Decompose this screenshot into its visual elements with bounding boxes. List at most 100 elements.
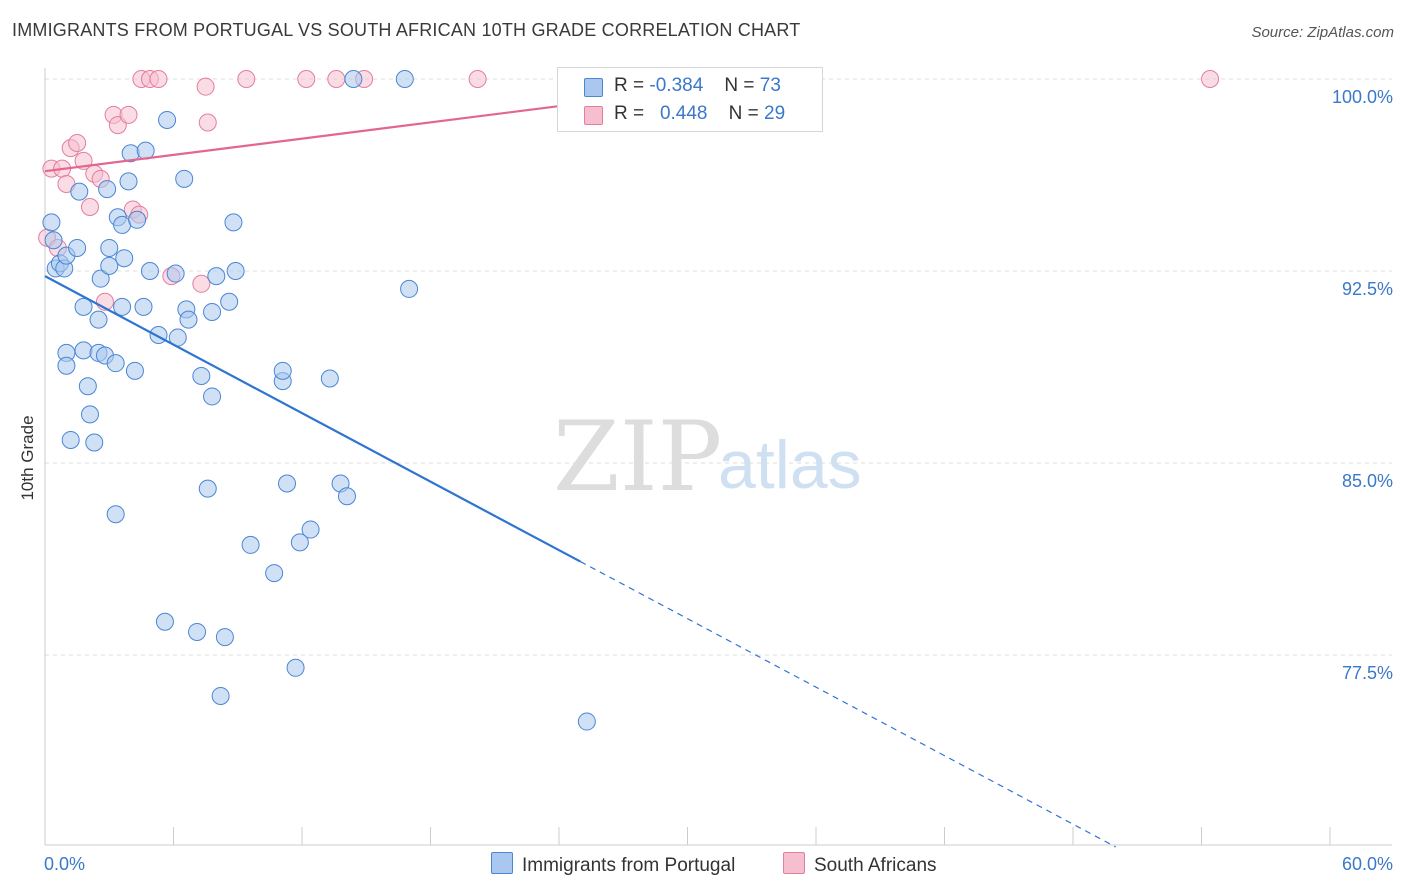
portugal-point — [80, 405, 99, 424]
portugal-point — [134, 297, 153, 316]
portugal-point — [278, 474, 297, 493]
portugal-point — [44, 231, 63, 250]
bottom-legend-swatch-blue — [491, 852, 513, 874]
portugal-point — [395, 70, 414, 88]
portugal-point — [192, 366, 211, 385]
portugal-point — [220, 292, 239, 311]
legend-swatch-blue — [584, 78, 603, 97]
source-credit: Source: ZipAtlas.com — [1251, 24, 1394, 41]
x-tick-label: 0.0% — [44, 854, 85, 874]
south-africans-point — [196, 77, 215, 96]
portugal-point — [301, 520, 320, 539]
south-africans-point — [192, 274, 211, 293]
portugal-point — [115, 249, 134, 268]
portugal-point — [89, 310, 108, 329]
south-africans-point — [297, 70, 316, 88]
portugal-point — [78, 377, 97, 396]
south-africans-point — [68, 134, 87, 152]
bottom-legend-label-portugal: Immigrants from Portugal — [522, 855, 736, 876]
portugal-points — [42, 70, 596, 731]
stats-legend: R = -0.384 N = 73 R = 0.448 N = 29 — [557, 67, 823, 132]
portugal-point — [100, 256, 119, 275]
legend-r-value: 0.448 — [659, 103, 708, 124]
y-tick-label: 100.0% — [1332, 87, 1393, 107]
portugal-point — [61, 430, 80, 449]
legend-n-value: 29 — [764, 103, 786, 124]
portugal-point — [241, 535, 260, 554]
portugal-point — [320, 369, 339, 388]
watermark: ZIP atlas — [553, 401, 862, 513]
axes — [44, 68, 1392, 846]
portugal-point — [198, 479, 217, 498]
portugal-point — [203, 302, 222, 321]
portugal-point — [74, 341, 93, 360]
south-africans-point — [198, 113, 217, 132]
portugal-point — [42, 213, 61, 232]
bottom-legend-portugal: Immigrants from Portugal — [491, 852, 735, 877]
portugal-point — [98, 180, 117, 199]
south-africans-point — [327, 70, 346, 88]
portugal-point — [286, 658, 305, 677]
bottom-legend-swatch-pink — [783, 852, 805, 874]
portugal-point — [155, 612, 174, 631]
portugal-point — [211, 686, 230, 705]
y-tick-label: 85.0% — [1342, 471, 1393, 491]
portugal-point — [70, 182, 89, 201]
portugal-point — [74, 297, 93, 316]
portugal-trend-line — [44, 275, 581, 563]
portugal-point — [344, 70, 363, 88]
portugal-point — [100, 238, 119, 257]
portugal-point — [337, 487, 356, 506]
legend-swatch-pink — [584, 106, 603, 125]
portugal-point — [106, 505, 125, 524]
y-tick-label: 92.5% — [1342, 279, 1393, 299]
y-tick-label: 77.5% — [1342, 663, 1393, 683]
legend-r-label: R = — [614, 75, 645, 96]
portugal-point — [158, 110, 177, 129]
watermark-atlas: atlas — [718, 427, 862, 503]
south-africans-point — [468, 70, 487, 88]
tick-labels: 77.5% 85.0% 92.5% 100.0% 0.0% 60.0% — [44, 87, 1393, 874]
portugal-point — [128, 210, 147, 229]
legend-n-value: 73 — [759, 75, 781, 96]
legend-n-label: N = — [724, 75, 755, 96]
portugal-point — [273, 361, 292, 380]
portugal-point — [175, 169, 194, 188]
portugal-trend-extension — [580, 561, 1117, 848]
portugal-point — [215, 628, 234, 647]
legend-r-label: R = — [614, 103, 645, 124]
portugal-point — [106, 354, 125, 373]
portugal-point — [57, 356, 76, 375]
portugal-point — [125, 361, 144, 380]
watermark-zip: ZIP — [553, 401, 722, 513]
south-africans-point — [80, 198, 99, 216]
south-africans-point — [1201, 70, 1220, 88]
portugal-point — [119, 172, 138, 191]
portugal-point — [188, 622, 207, 641]
portugal-point — [265, 564, 284, 583]
x-tick-label: 60.0% — [1342, 854, 1393, 874]
portugal-point — [91, 269, 110, 288]
portugal-point — [166, 264, 185, 283]
legend-n-label: N = — [728, 103, 759, 124]
portugal-point — [577, 712, 596, 731]
south-africans-point — [119, 105, 138, 124]
portugal-point — [400, 279, 419, 298]
chart-title: IMMIGRANTS FROM PORTUGAL VS SOUTH AFRICA… — [12, 20, 801, 40]
portugal-point — [113, 297, 132, 316]
portugal-point — [113, 215, 132, 234]
portugal-point — [68, 238, 87, 257]
bottom-legend-label-south-africans: South Africans — [814, 855, 937, 876]
legend-r-value: -0.384 — [649, 75, 704, 96]
portugal-point — [85, 433, 104, 452]
portugal-point — [179, 310, 198, 329]
bottom-legend-south-africans: South Africans — [783, 852, 937, 877]
gridlines — [45, 78, 1392, 656]
portugal-point — [226, 262, 245, 280]
portugal-point — [207, 267, 226, 286]
portugal-point — [140, 262, 159, 280]
portugal-point — [290, 533, 309, 552]
portugal-point — [224, 213, 243, 232]
south-africans-point — [149, 70, 168, 88]
